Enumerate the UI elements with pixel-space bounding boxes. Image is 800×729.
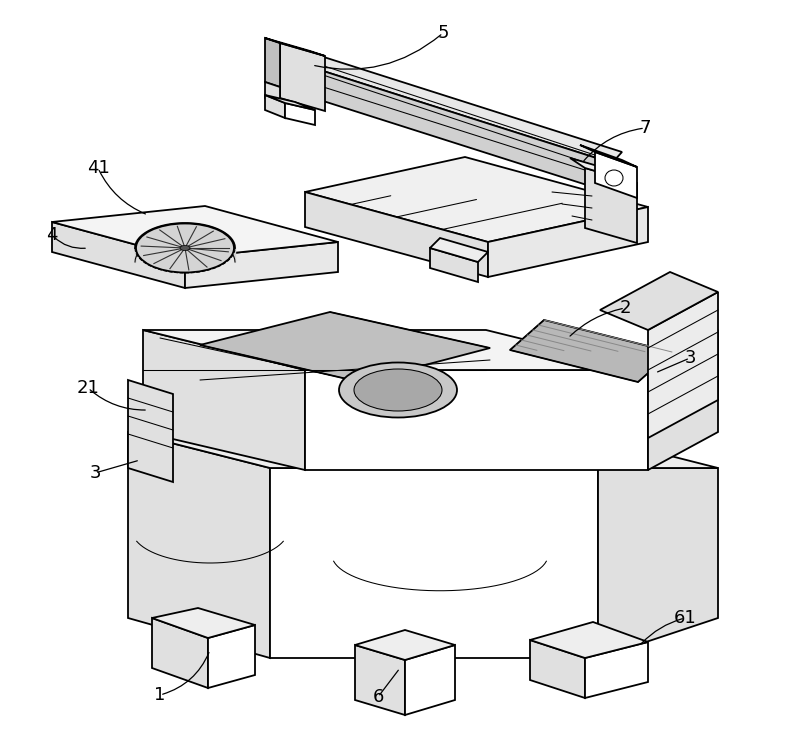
- Polygon shape: [128, 432, 270, 658]
- Polygon shape: [530, 622, 648, 658]
- Polygon shape: [52, 222, 185, 288]
- Polygon shape: [52, 206, 338, 258]
- Polygon shape: [510, 320, 672, 382]
- Text: 3: 3: [684, 349, 696, 367]
- Ellipse shape: [605, 170, 623, 186]
- Polygon shape: [598, 468, 718, 658]
- Text: 7: 7: [639, 119, 650, 137]
- Polygon shape: [265, 38, 325, 56]
- Polygon shape: [305, 370, 648, 470]
- Polygon shape: [208, 625, 255, 688]
- Polygon shape: [456, 432, 718, 468]
- Ellipse shape: [136, 224, 234, 273]
- Text: 41: 41: [86, 159, 110, 177]
- Polygon shape: [185, 242, 338, 288]
- Polygon shape: [355, 630, 455, 660]
- Polygon shape: [430, 238, 488, 262]
- Polygon shape: [355, 645, 405, 715]
- Polygon shape: [648, 292, 718, 438]
- Text: 5: 5: [438, 24, 449, 42]
- Polygon shape: [298, 63, 612, 193]
- Polygon shape: [270, 468, 598, 658]
- Text: 21: 21: [77, 379, 99, 397]
- Polygon shape: [570, 158, 637, 183]
- Text: 2: 2: [619, 299, 630, 317]
- Polygon shape: [152, 618, 208, 688]
- Polygon shape: [280, 43, 325, 111]
- Polygon shape: [305, 157, 648, 242]
- Polygon shape: [585, 642, 648, 698]
- Polygon shape: [285, 103, 315, 125]
- Polygon shape: [600, 272, 718, 330]
- Polygon shape: [143, 330, 648, 370]
- Polygon shape: [265, 95, 315, 110]
- Polygon shape: [200, 312, 490, 382]
- Polygon shape: [128, 380, 173, 482]
- Polygon shape: [585, 168, 637, 243]
- Polygon shape: [488, 207, 648, 277]
- Text: 1: 1: [154, 686, 166, 704]
- Polygon shape: [265, 95, 285, 118]
- Polygon shape: [298, 52, 622, 163]
- Text: 6: 6: [372, 688, 384, 706]
- Polygon shape: [430, 248, 478, 282]
- Ellipse shape: [339, 362, 457, 418]
- Text: 61: 61: [674, 609, 696, 627]
- Polygon shape: [265, 82, 280, 103]
- Polygon shape: [152, 608, 255, 638]
- Polygon shape: [405, 645, 455, 715]
- Polygon shape: [580, 145, 637, 167]
- Polygon shape: [143, 330, 305, 470]
- Polygon shape: [648, 330, 718, 470]
- Polygon shape: [530, 640, 585, 698]
- Polygon shape: [265, 38, 280, 87]
- Text: 3: 3: [90, 464, 101, 482]
- Text: 4: 4: [46, 226, 58, 244]
- Ellipse shape: [180, 246, 190, 251]
- Ellipse shape: [354, 369, 442, 411]
- Polygon shape: [305, 192, 488, 277]
- Polygon shape: [595, 152, 637, 198]
- Polygon shape: [128, 432, 598, 468]
